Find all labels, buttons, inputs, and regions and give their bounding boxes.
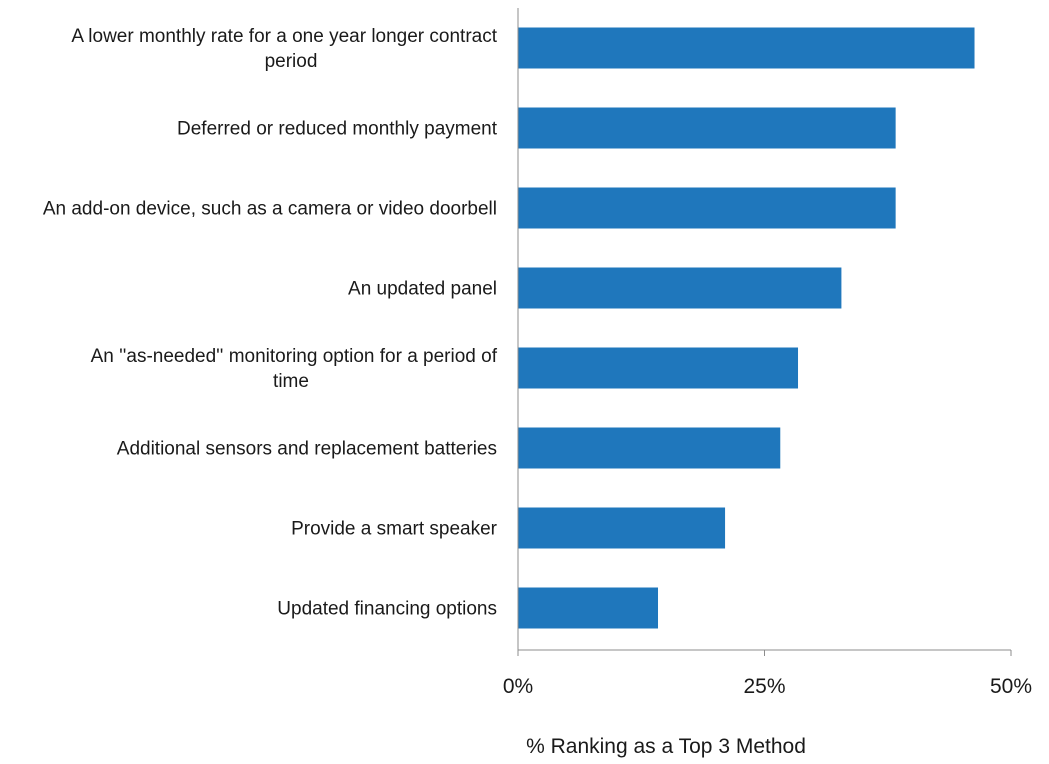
category-label-1-line-2: period bbox=[265, 51, 318, 72]
bar-2 bbox=[518, 107, 896, 149]
category-label-3: An add-on device, such as a camera or vi… bbox=[43, 199, 497, 220]
x-tick-label-25: 25% bbox=[743, 675, 785, 698]
category-label-5-line-1: An ''as-needed'' monitoring option for a… bbox=[91, 346, 498, 367]
bar-8 bbox=[518, 587, 659, 629]
x-tick-label-0: 0% bbox=[503, 675, 533, 698]
x-axis-title: % Ranking as a Top 3 Method bbox=[526, 735, 806, 758]
bar-3 bbox=[518, 187, 896, 229]
bar-4 bbox=[518, 267, 842, 309]
bar-1 bbox=[518, 27, 975, 69]
category-label-1-line-1: A lower monthly rate for a one year long… bbox=[71, 26, 497, 47]
bars-layer bbox=[518, 27, 975, 629]
bar-7 bbox=[518, 507, 726, 549]
category-label-2: Deferred or reduced monthly payment bbox=[177, 119, 498, 140]
category-label-5-line-2: time bbox=[273, 371, 309, 392]
axes-layer: 0% 25% 50% bbox=[503, 8, 1032, 698]
category-label-6: Additional sensors and replacement batte… bbox=[117, 439, 497, 460]
x-tick-label-50: 50% bbox=[990, 675, 1032, 698]
bar-6 bbox=[518, 427, 781, 469]
category-label-4: An updated panel bbox=[348, 279, 497, 300]
bar-5 bbox=[518, 347, 799, 389]
category-labels-layer: A lower monthly rate for a one year long… bbox=[43, 26, 498, 620]
category-label-7: Provide a smart speaker bbox=[291, 519, 498, 540]
category-label-8: Updated financing options bbox=[277, 599, 497, 620]
